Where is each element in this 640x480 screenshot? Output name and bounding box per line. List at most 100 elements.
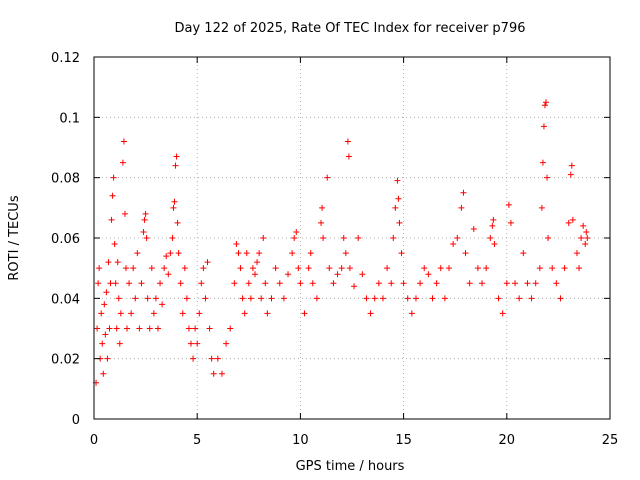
data-point (395, 195, 402, 202)
data-point (256, 250, 263, 257)
data-point (573, 250, 580, 257)
data-point (429, 295, 436, 302)
data-point (483, 265, 490, 272)
data-point (152, 295, 159, 302)
x-axis-label: GPS time / hours (296, 459, 405, 474)
data-point (450, 241, 457, 248)
data-point (239, 295, 246, 302)
data-point (106, 325, 113, 332)
data-point (495, 295, 502, 302)
data-point (421, 265, 428, 272)
y-tick-label: 0.06 (51, 232, 80, 247)
data-point (491, 241, 498, 248)
data-point (346, 265, 353, 272)
data-point (396, 219, 403, 226)
data-point (330, 280, 337, 287)
data-point (268, 295, 275, 302)
data-point (175, 250, 182, 257)
axis-ticks (93, 56, 611, 420)
data-point (124, 325, 131, 332)
data-point (538, 204, 545, 211)
data-point (565, 219, 572, 226)
data-point (179, 310, 186, 317)
chart-title: Day 122 of 2025, Rate Of TEC Index for r… (175, 21, 526, 36)
data-point (141, 216, 148, 223)
data-point (119, 159, 126, 166)
grid-lines (94, 57, 610, 419)
data-point (583, 228, 590, 235)
data-point (177, 280, 184, 287)
x-tick-labels: 0 5 10 15 20 25 (90, 433, 618, 448)
data-point (568, 162, 575, 169)
data-point (446, 265, 453, 272)
data-point (489, 222, 496, 229)
y-tick-label: 0.08 (51, 172, 80, 187)
data-point (507, 219, 514, 226)
data-point (512, 280, 519, 287)
data-point (541, 102, 548, 109)
data-point (204, 259, 211, 266)
data-point (490, 216, 497, 223)
data-point (108, 216, 115, 223)
data-point (355, 235, 362, 241)
data-point (561, 265, 568, 272)
data-point (289, 250, 296, 257)
data-point (144, 295, 151, 302)
data-point (165, 271, 172, 278)
data-point (576, 265, 583, 272)
data-point (379, 295, 386, 302)
data-point (578, 235, 585, 241)
x-tick-label: 20 (499, 433, 516, 448)
data-point (174, 219, 181, 226)
data-point (582, 241, 589, 248)
data-point (258, 295, 265, 302)
data-point (487, 235, 494, 241)
data-point (479, 280, 486, 287)
data-point (474, 265, 481, 272)
data-point (150, 310, 157, 317)
data-point (260, 235, 267, 241)
x-tick-label: 25 (602, 433, 619, 448)
y-axis-label: ROTI / TECUs (7, 195, 22, 280)
data-point (251, 271, 258, 278)
data-point (181, 265, 188, 272)
data-point (132, 295, 139, 302)
data-point (470, 225, 477, 232)
data-point (218, 370, 225, 377)
data-point (233, 241, 240, 248)
data-point (285, 271, 292, 278)
data-point (159, 301, 166, 308)
data-point (122, 265, 129, 272)
data-point (190, 355, 197, 362)
data-point (319, 204, 326, 211)
data-point (103, 289, 110, 296)
data-point (516, 295, 523, 302)
data-point (340, 235, 347, 241)
data-point (185, 325, 192, 332)
data-point (276, 280, 283, 287)
data-point (392, 204, 399, 211)
data-point (367, 310, 374, 317)
data-point (113, 325, 120, 332)
data-point (202, 295, 209, 302)
data-point (425, 271, 432, 278)
data-point (408, 310, 415, 317)
data-point (120, 138, 127, 145)
x-tick-label: 0 (90, 433, 98, 448)
data-point (95, 280, 102, 287)
data-point (167, 250, 174, 257)
data-point (116, 340, 123, 347)
data-point (398, 250, 405, 257)
data-point (307, 250, 314, 257)
data-point (163, 253, 170, 260)
data-point (196, 310, 203, 317)
data-point (206, 325, 213, 332)
data-point (280, 295, 287, 302)
data-point (301, 310, 308, 317)
data-point (170, 204, 177, 211)
data-point (433, 280, 440, 287)
data-point (117, 310, 124, 317)
data-point (584, 235, 591, 241)
data-point (371, 295, 378, 302)
data-point (142, 210, 149, 217)
